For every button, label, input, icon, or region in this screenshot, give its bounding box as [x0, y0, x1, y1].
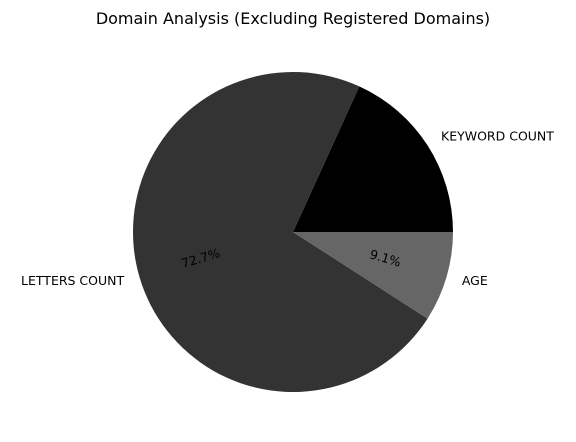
slice-label: KEYWORD COUNT — [441, 128, 554, 143]
slice-label: AGE — [462, 273, 488, 288]
pie-slice-letters-count — [132, 72, 428, 392]
pie-slices — [132, 72, 453, 392]
slice-label: LETTERS COUNT — [21, 273, 124, 288]
pie-slice-age — [293, 232, 453, 319]
chart-title: Domain Analysis (Excluding Registered Do… — [96, 9, 490, 28]
pie-slice-keyword-count — [293, 86, 453, 232]
